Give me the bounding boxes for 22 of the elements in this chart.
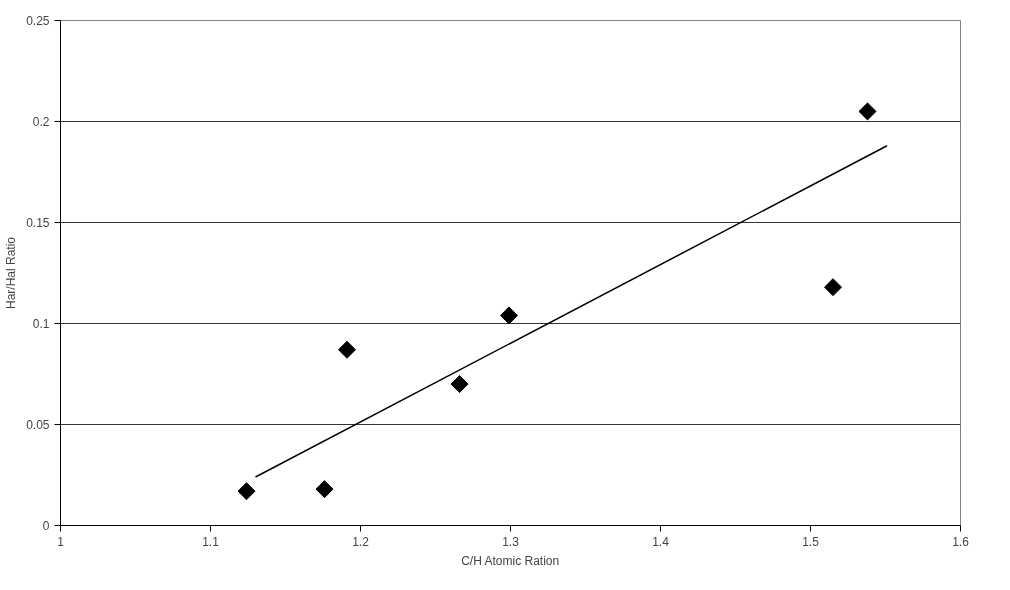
x-tick-label: 1.4 — [652, 534, 670, 549]
y-tick-label: 0.05 — [26, 418, 50, 432]
y-tick-label: 0 — [42, 519, 50, 533]
y-tick-label: 0.1 — [32, 317, 50, 331]
x-axis-title: C/H Atomic Ration — [461, 553, 560, 568]
y-tick-label: 0.15 — [26, 216, 50, 230]
point — [315, 480, 334, 499]
x-tick-label: 1 — [57, 534, 65, 549]
y-axis-title: Har/Hal Ratio — [4, 236, 19, 310]
point — [338, 340, 356, 359]
point — [500, 306, 518, 325]
x-tick-label: 1.5 — [802, 534, 820, 549]
point — [858, 102, 877, 121]
x-tick-label: 1.1 — [202, 534, 220, 549]
x-tick-label: 1.3 — [502, 534, 520, 549]
y-tick-label: 0.25 — [26, 14, 50, 28]
point — [450, 375, 469, 394]
point — [237, 482, 256, 501]
x-tick-label: 1.2 — [352, 534, 370, 549]
y-tick-label: 0.2 — [32, 115, 50, 129]
x-tick-label: 1.6 — [952, 534, 970, 549]
point — [824, 278, 842, 297]
